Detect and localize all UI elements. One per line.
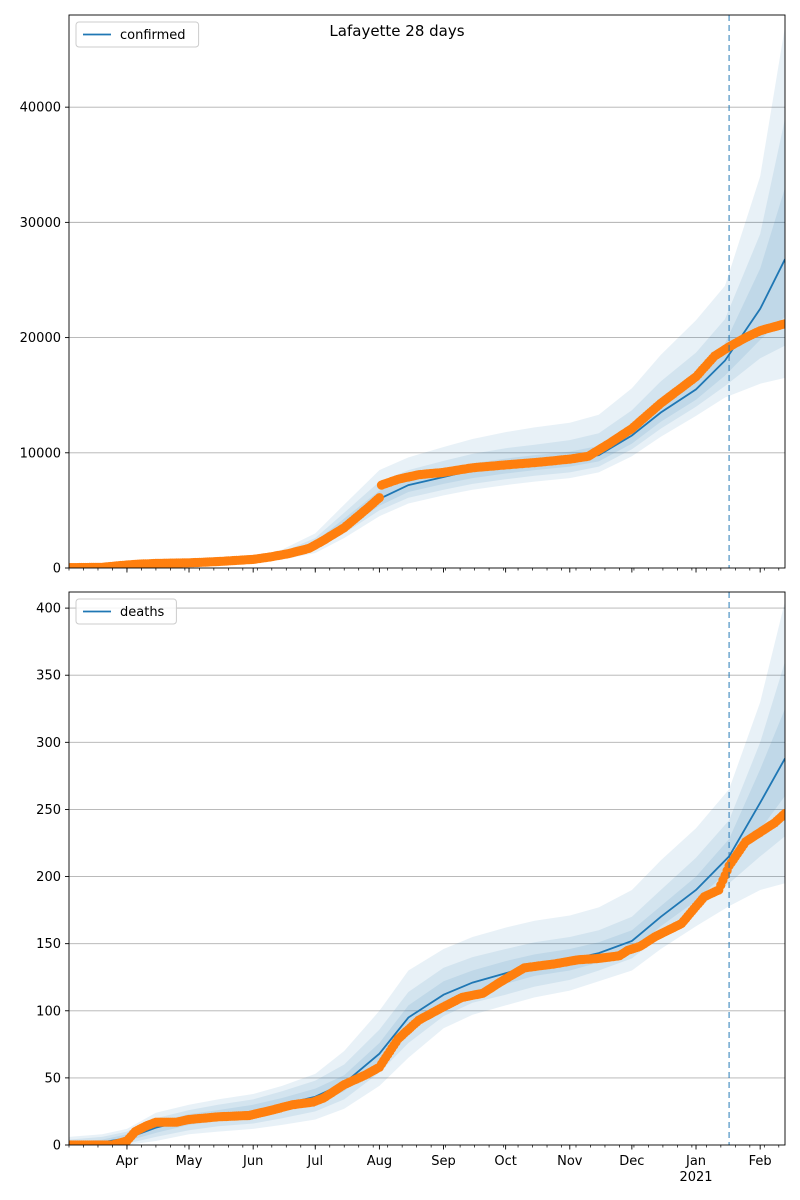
x-tick-label: Jul: [306, 1154, 323, 1169]
legend: confirmed: [75, 21, 200, 48]
x-tick-label: Jun: [242, 1154, 263, 1169]
y-tick-label: 0: [53, 1139, 61, 1154]
observed-point: [374, 493, 384, 503]
observed-point: [780, 319, 785, 329]
observed-point: [780, 808, 785, 819]
x-tick-label: May: [176, 1154, 203, 1169]
x-tick-label: Jan: [685, 1154, 706, 1169]
uncertainty-band: [69, 708, 785, 1145]
uncertainty-band: [69, 118, 785, 568]
y-tick-label: 50: [44, 1071, 61, 1086]
legend-label: deaths: [120, 605, 165, 620]
x-tick-label: Sep: [431, 1154, 456, 1169]
x-tick-sublabel: 2021: [679, 1170, 712, 1185]
y-tick-label: 250: [36, 803, 61, 818]
y-tick-label: 100: [36, 1004, 61, 1019]
x-tick-label: Oct: [494, 1154, 516, 1169]
y-tick-label: 150: [36, 937, 61, 952]
legend: deaths: [75, 598, 177, 625]
y-tick-label: 10000: [20, 446, 61, 461]
axes-frame: [68, 591, 786, 1146]
x-tick-label: Feb: [749, 1154, 772, 1169]
x-tick-label: Aug: [367, 1154, 392, 1169]
x-tick-label: Dec: [619, 1154, 644, 1169]
deaths-panel: 0 50 100 150 200 250 300 350 400 Apr May Jun Jul Aug S…: [36, 591, 786, 1185]
y-tick-label: 400: [36, 602, 61, 617]
y-tick-label: 200: [36, 870, 61, 885]
plot-area: [69, 601, 785, 1145]
y-tick-label: 30000: [20, 216, 61, 231]
x-tick-label: Nov: [557, 1154, 583, 1169]
legend-box: [75, 21, 200, 48]
figure-title: Lafayette 28 days: [329, 22, 464, 40]
confirmed-panel: 0 10000 20000 30000 40000 confirmed: [20, 14, 786, 577]
model-line: [69, 757, 785, 1145]
legend-label: confirmed: [120, 28, 186, 43]
axes-frame: [68, 14, 786, 569]
x-tick-label: Apr: [116, 1154, 139, 1169]
y-tick-label: 20000: [20, 331, 61, 346]
y-tick-label: 300: [36, 736, 61, 751]
y-tick-label: 40000: [20, 101, 61, 116]
y-tick-label: 350: [36, 669, 61, 684]
plot-area: [69, 26, 785, 568]
y-tick-label: 0: [53, 562, 61, 577]
uncertainty-band: [69, 601, 785, 1145]
legend-box: [75, 598, 177, 625]
uncertainty-band: [69, 26, 785, 568]
